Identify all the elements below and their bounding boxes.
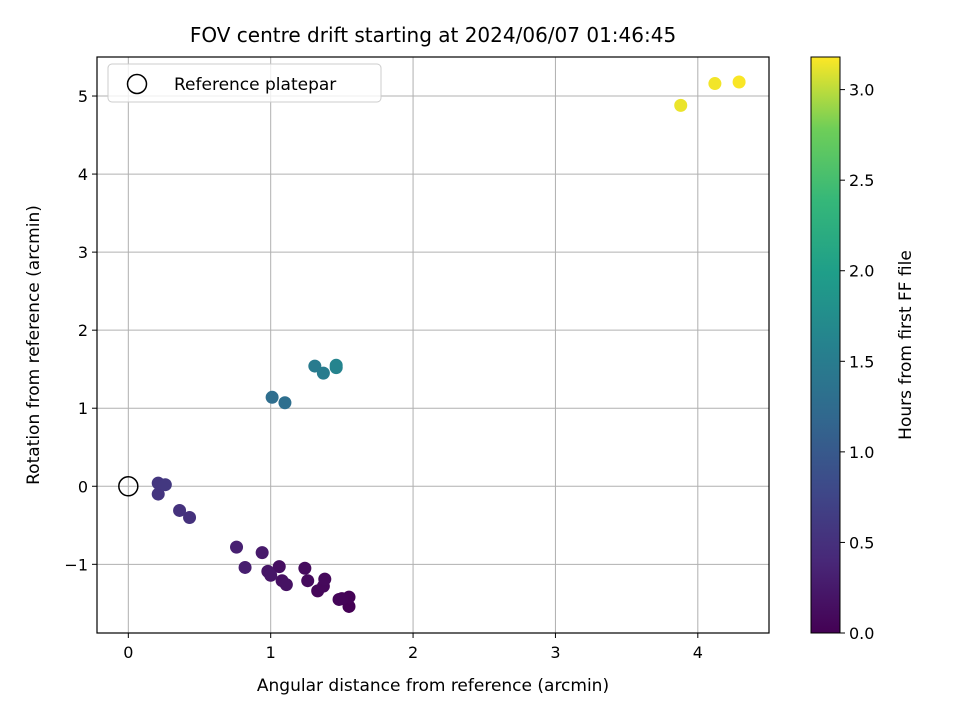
y-axis-label: Rotation from reference (arcmin) (24, 205, 44, 485)
x-tick-label: 2 (408, 643, 418, 662)
x-tick-label: 3 (550, 643, 560, 662)
y-tick-label: 0 (78, 477, 88, 496)
y-tick-label: 2 (78, 321, 88, 340)
legend-box (107, 63, 382, 103)
data-point (318, 572, 332, 586)
y-tick-label: 4 (78, 165, 88, 184)
data-point (151, 487, 165, 501)
data-point (158, 478, 172, 492)
colorbar-tick-label: 1.5 (849, 352, 874, 371)
plot-frame (96, 56, 770, 634)
y-axis-ticks: −1 0 1 2 3 4 5 (64, 87, 97, 574)
data-point (316, 366, 330, 380)
data-point (301, 574, 315, 588)
data-point (674, 98, 688, 112)
chart-title: FOV centre drift starting at 2024/06/07 … (190, 23, 676, 47)
data-point (238, 560, 252, 574)
colorbar-ticks: 0.0 0.5 1.0 1.5 2.0 2.5 3.0 (840, 81, 874, 643)
data-point (708, 77, 722, 91)
y-tick-label: 5 (78, 87, 88, 106)
x-axis-label: Angular distance from reference (arcmin) (257, 676, 609, 696)
grid (97, 57, 769, 633)
data-points (151, 75, 746, 613)
colorbar-gradient (810, 56, 841, 634)
data-point (272, 560, 286, 574)
data-point (183, 510, 197, 524)
colorbar: 0.0 0.5 1.0 1.5 2.0 2.5 3.0 Hours from first F… (810, 56, 916, 643)
x-tick-label: 0 (123, 643, 133, 662)
data-point (329, 358, 343, 372)
y-tick-label: 1 (78, 399, 88, 418)
data-point (308, 359, 322, 373)
x-axis-ticks: 0 1 2 3 4 (123, 633, 703, 662)
x-tick-label: 4 (693, 643, 703, 662)
data-point (255, 546, 269, 560)
data-point (298, 561, 312, 575)
data-point (264, 568, 278, 582)
data-point (230, 540, 244, 554)
data-point (173, 503, 187, 517)
legend-entry-label: Reference platepar (174, 75, 336, 95)
data-point (332, 592, 346, 606)
y-tick-label: 3 (78, 243, 88, 262)
colorbar-tick-label: 2.5 (849, 171, 874, 190)
colorbar-tick-label: 0.5 (849, 533, 874, 552)
x-tick-label: 1 (266, 643, 276, 662)
colorbar-label: Hours from first FF file (896, 250, 916, 440)
data-point (732, 75, 746, 89)
reference-platepar-marker (118, 476, 139, 497)
colorbar-tick-label: 1.0 (849, 443, 874, 462)
colorbar-tick-label: 3.0 (849, 81, 874, 100)
data-point (278, 396, 292, 410)
y-tick-label: −1 (64, 555, 88, 574)
colorbar-tick-label: 0.0 (849, 624, 874, 643)
legend: Reference platepar (107, 63, 382, 103)
data-point (265, 390, 279, 404)
colorbar-tick-label: 2.0 (849, 262, 874, 281)
data-point (279, 578, 293, 592)
legend-marker-icon (126, 73, 148, 95)
